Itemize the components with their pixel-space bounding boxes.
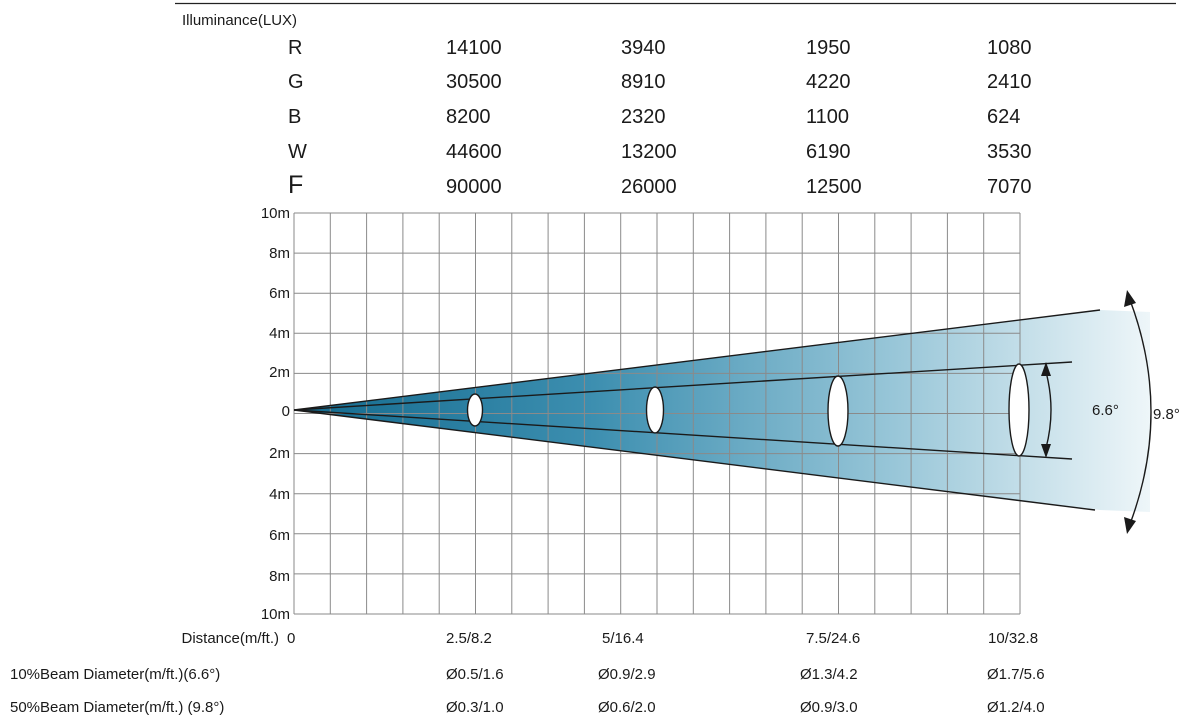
beam50-value: Ø1.2/4.0	[987, 699, 1045, 716]
distance-start: 0	[287, 630, 295, 647]
beam50-value: Ø0.6/2.0	[598, 699, 656, 716]
lux-value: 6190	[806, 141, 851, 163]
y-tick-label: 0	[282, 403, 290, 420]
lux-value: 4220	[806, 71, 851, 93]
lux-value: 3530	[987, 141, 1032, 163]
lux-value: 624	[987, 106, 1020, 128]
beam50-value: Ø0.3/1.0	[446, 699, 504, 716]
inner-angle-marker	[1041, 362, 1052, 458]
y-tick-label: 10m	[261, 606, 290, 623]
lux-value: 7070	[987, 176, 1032, 198]
lux-value: 30500	[446, 71, 502, 93]
beam50-value: Ø0.9/3.0	[800, 699, 858, 716]
inner-angle-arc	[1045, 371, 1052, 449]
y-tick-label: 2m	[269, 445, 290, 462]
distance-value: 2.5/8.2	[446, 630, 492, 647]
lux-value: 90000	[446, 176, 502, 198]
row-label-r: R	[288, 37, 302, 59]
lux-value: 1100	[806, 106, 849, 128]
section-ellipse	[645, 386, 665, 434]
illuminance-title: Illuminance(LUX)	[182, 12, 297, 29]
y-tick-label: 8m	[269, 568, 290, 585]
arrow-down-icon	[1124, 517, 1136, 534]
lux-value: 12500	[806, 176, 862, 198]
y-axis-labels: 10m 8m 6m 4m 2m 0 2m 4m 6m 8m 10m	[261, 205, 290, 623]
y-tick-label: 6m	[269, 285, 290, 302]
lux-value: 1080	[987, 37, 1032, 59]
lux-value: 2320	[621, 106, 666, 128]
outer-angle-label: 9.8°	[1153, 406, 1180, 423]
y-tick-label: 6m	[269, 527, 290, 544]
row-label-w: W	[288, 141, 307, 163]
lux-value: 2410	[987, 71, 1032, 93]
distance-value: 5/16.4	[602, 630, 644, 647]
inner-beam-bottom	[293, 409, 1073, 460]
beam-lines	[293, 309, 1101, 511]
row-label-g: G	[288, 71, 304, 93]
lux-value: 8200	[446, 106, 491, 128]
outer-angle-marker	[1124, 290, 1152, 534]
beam-cone	[294, 310, 1150, 512]
distance-value: 7.5/24.6	[806, 630, 860, 647]
y-tick-label: 10m	[261, 205, 290, 222]
y-tick-label: 2m	[269, 364, 290, 381]
y-tick-label: 4m	[269, 486, 290, 503]
section-ellipse	[827, 375, 849, 447]
lux-value: 13200	[621, 141, 677, 163]
lux-value: 44600	[446, 141, 502, 163]
inner-angle-label: 6.6°	[1092, 402, 1119, 419]
beam10-value: Ø0.5/1.6	[446, 666, 504, 683]
lux-value: 1950	[806, 37, 851, 59]
section-ellipse	[1008, 363, 1030, 457]
outer-angle-arc	[1129, 299, 1152, 525]
beam10-label: 10%Beam Diameter(m/ft.)(6.6°)	[10, 666, 220, 683]
inner-beam-top	[293, 361, 1073, 411]
outer-beam-top	[293, 309, 1101, 411]
distance-value: 10/32.8	[988, 630, 1038, 647]
bottom-table: Distance(m/ft.) 0 2.5/8.2 5/16.4 7.5/24.…	[10, 630, 1045, 716]
beam10-value: Ø1.3/4.2	[800, 666, 858, 683]
lux-value: 8910	[621, 71, 666, 93]
lux-value: 3940	[621, 37, 666, 59]
arrow-up-icon	[1041, 362, 1051, 376]
outer-beam-bottom	[293, 409, 1096, 511]
beam10-value: Ø0.9/2.9	[598, 666, 656, 683]
illuminance-table: R 14100 3940 1950 1080 G 30500 8910 4220…	[288, 37, 1032, 199]
y-tick-label: 8m	[269, 245, 290, 262]
beam50-label: 50%Beam Diameter(m/ft.) (9.8°)	[10, 699, 224, 716]
section-ellipse	[466, 393, 484, 427]
row-label-f: F	[288, 171, 303, 199]
arrow-down-icon	[1041, 444, 1051, 458]
arrow-up-icon	[1124, 290, 1136, 307]
distance-label: Distance(m/ft.)	[181, 630, 279, 647]
y-tick-label: 4m	[269, 325, 290, 342]
lux-value: 14100	[446, 37, 502, 59]
beam-sections	[466, 363, 1030, 457]
lux-value: 26000	[621, 176, 677, 198]
row-label-b: B	[288, 106, 301, 128]
beam10-value: Ø1.7/5.6	[987, 666, 1045, 683]
